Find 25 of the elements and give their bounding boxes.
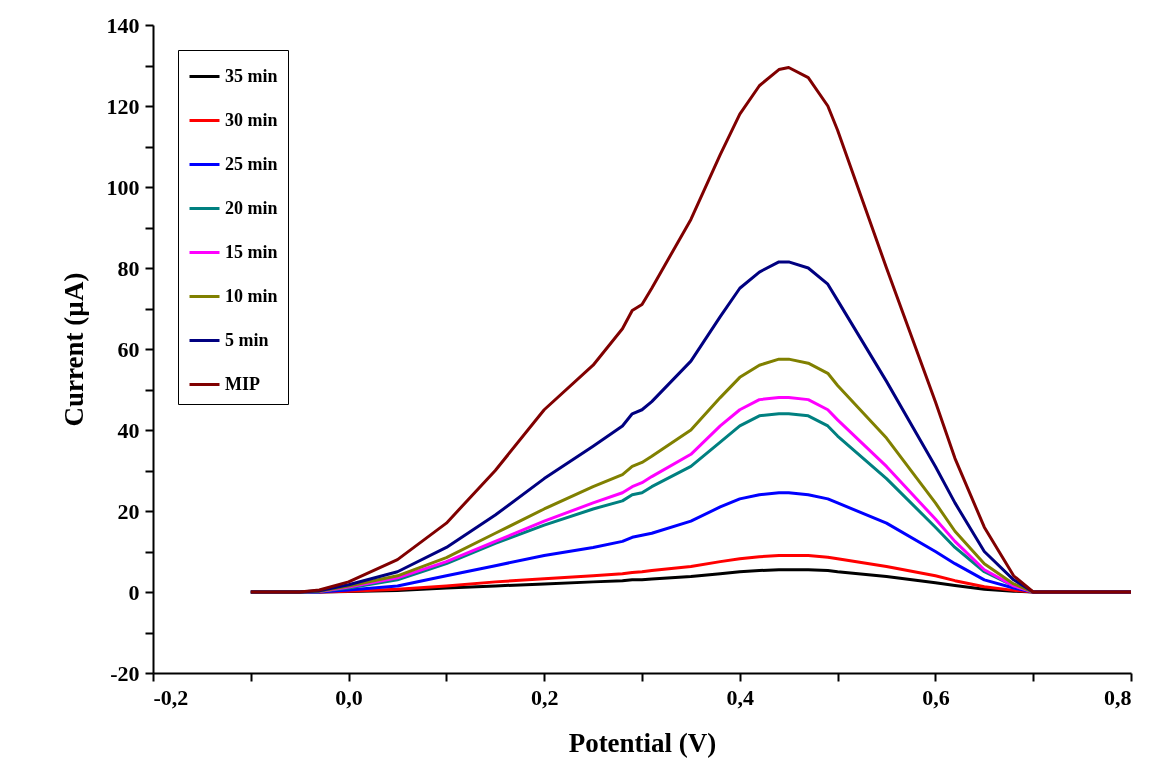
y-tick-label: 40 xyxy=(117,417,140,443)
legend-label: 20 min xyxy=(225,197,278,218)
x-tick-label: 0,4 xyxy=(726,684,755,710)
x-tick-label: 0,8 xyxy=(1104,684,1132,710)
x-tick-label: 0,0 xyxy=(335,684,363,710)
legend-label: 35 min xyxy=(225,65,278,86)
y-tick-label: 120 xyxy=(106,93,140,119)
y-tick-label: 80 xyxy=(117,255,140,281)
y-axis-title: Current (µA) xyxy=(58,272,89,427)
x-tick-label: 0,2 xyxy=(530,684,559,710)
y-tick-label: -20 xyxy=(110,660,140,686)
legend-label: 30 min xyxy=(225,109,278,130)
y-tick-label: 100 xyxy=(106,174,140,200)
y-tick-label: 60 xyxy=(117,336,140,362)
legend-label: 15 min xyxy=(225,241,278,262)
legend-label: 10 min xyxy=(225,285,278,306)
x-tick-label: 0,6 xyxy=(922,684,950,710)
y-tick-label: 20 xyxy=(117,498,140,524)
legend-label: 25 min xyxy=(225,153,278,174)
y-tick-label: 0 xyxy=(128,579,140,605)
legend-label: MIP xyxy=(225,373,260,394)
x-axis-title: Potential (V) xyxy=(568,727,717,758)
y-tick-label: 140 xyxy=(106,12,140,38)
legend-label: 5 min xyxy=(225,329,269,350)
x-tick-label: -0,2 xyxy=(153,684,189,710)
